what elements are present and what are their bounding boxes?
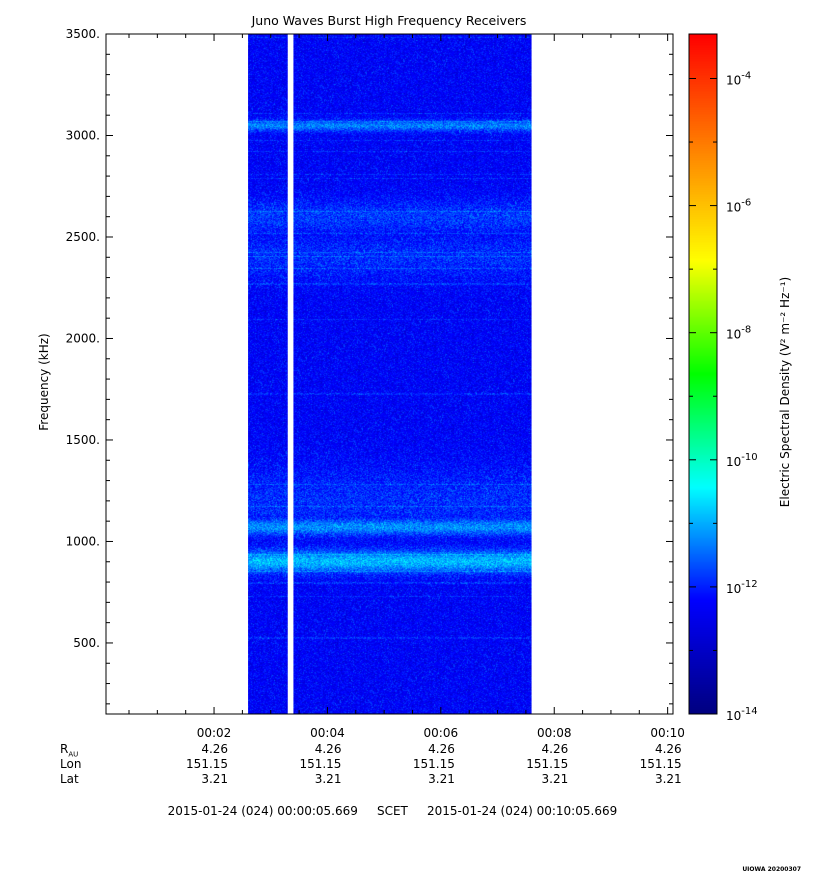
colorbar-tick-label: 10-6 [726,198,751,215]
colorbar-tick-label: 10-4 [726,70,751,87]
footer-row-label-sub: AU [68,750,79,759]
colorbar-tick-label: 10-8 [726,325,751,342]
footer-row-label: Lon [60,757,82,771]
x-tick-label: 00:06 [424,726,459,740]
y-tick-label: 3500. [66,27,100,41]
footer-value: 151.15 [639,757,682,771]
y-tick-label: 2500. [66,230,100,244]
y-tick-label: 2000. [66,331,100,345]
y-tick-label: 3000. [66,128,100,142]
scet-label: SCET [376,804,408,818]
footer-value: 4.26 [428,742,455,756]
plot-frame [105,33,674,715]
time-range-row: 2015-01-24 (024) 00:00:05.669 SCET 2015-… [160,790,618,818]
plot-area: 500. 1000. 1500. 2000. 2500. 3000. 3500. 00:02… [66,27,685,740]
footer-value: 151.15 [526,757,569,771]
start-time: 2015-01-24 (024) 00:00:05.669 [167,804,358,818]
footer-value: 4.26 [201,742,229,756]
footer-value: 3.21 [428,772,455,786]
colorbar-tick-label: 10-10 [726,452,758,469]
data-gap [287,34,294,714]
x-tick-label: 00:02 [197,726,232,740]
footer-value: 151.15 [186,757,229,771]
footer-value: 3.21 [201,772,229,786]
colorbar: 10-14 10-12 10-10 10-8 10-6 10-4 [688,33,758,723]
colorbar-gradient [689,34,717,714]
version-stamp: UIOWA 20200307 [742,866,801,873]
end-time: 2015-01-24 (024) 00:10:05.669 [426,804,618,818]
colorbar-label: Electric Spectral Density (V² m⁻² Hz⁻¹) [778,277,792,507]
footer-value: 151.15 [412,757,455,771]
footer-value: 4.26 [654,742,682,756]
x-tick-label: 00:10 [650,726,685,740]
colorbar-tick-label: 10-14 [726,706,758,723]
footer-value: 3.21 [654,772,682,786]
footer-value: 4.26 [314,742,342,756]
footer-row-label: Lat [60,772,79,786]
footer-row-label: RAU [60,742,79,759]
y-tick-label: 1500. [66,433,100,447]
x-tick-label: 00:08 [537,726,572,740]
colorbar-frame [688,33,718,715]
x-axis: 00:02 00:04 00:06 00:08 00:10 [128,34,685,740]
colorbar-tick-label: 10-12 [726,579,758,596]
y-tick-label: 1000. [66,534,100,548]
footer-value: 4.26 [541,742,569,756]
footer-value: 3.21 [541,772,569,786]
chart-title: Juno Waves Burst High Frequency Receiver… [251,13,527,28]
y-axis-label: Frequency (kHz) [37,333,51,430]
colorbar-ticks: 10-14 10-12 10-10 10-8 10-6 10-4 [689,70,758,723]
x-tick-label: 00:04 [310,726,345,740]
spectrogram-image [248,34,532,714]
footer-value: 151.15 [299,757,342,771]
y-tick-label: 500. [73,636,100,650]
footer-value: 3.21 [314,772,342,786]
